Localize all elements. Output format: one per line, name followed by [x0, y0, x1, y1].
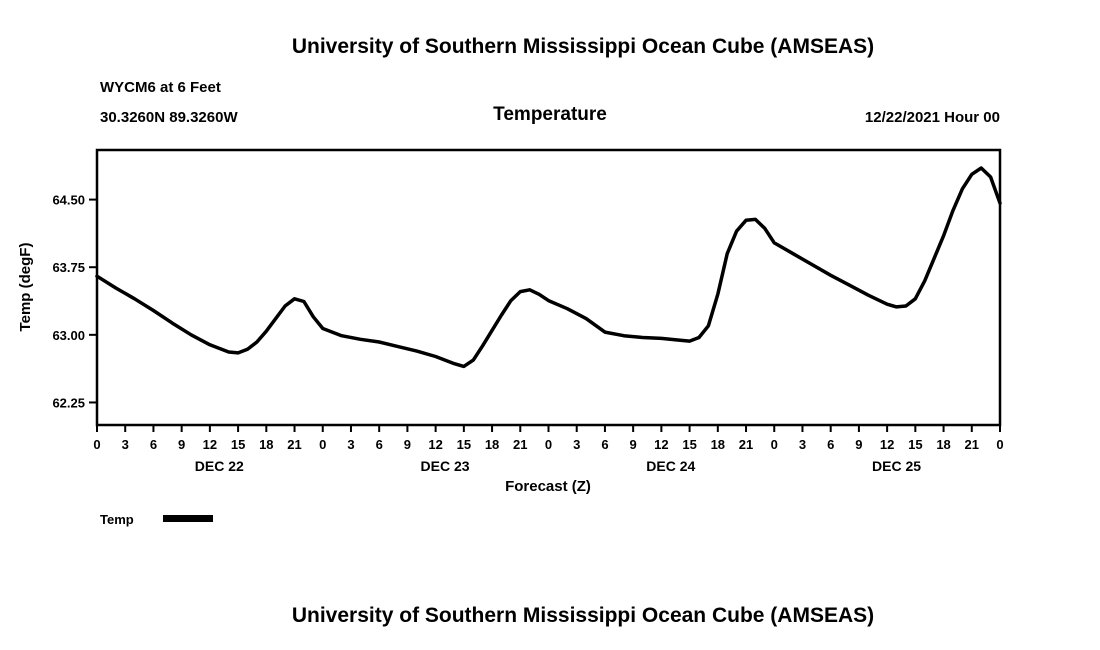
temp-series-line [95, 166, 1002, 369]
x-tick-label: 12 [654, 437, 668, 452]
x-tick-label: 6 [827, 437, 834, 452]
y-tick-label: 64.50 [52, 193, 85, 208]
x-tick-label: 18 [711, 437, 725, 452]
x-tick-label: 3 [573, 437, 580, 452]
day-label: DEC 22 [195, 458, 244, 474]
x-tick-label: 21 [513, 437, 527, 452]
x-tick-label: 6 [376, 437, 383, 452]
bottom-title: University of Southern Mississippi Ocean… [292, 604, 874, 627]
x-tick-label: 15 [908, 437, 922, 452]
y-axis-title: Temp (degF) [17, 243, 34, 332]
day-label: DEC 25 [872, 458, 921, 474]
x-tick-label: 0 [996, 437, 1003, 452]
main-title: University of Southern Mississippi Ocean… [292, 35, 874, 58]
x-tick-label: 21 [965, 437, 979, 452]
plot-frame [95, 148, 1002, 427]
x-tick-label: 6 [601, 437, 608, 452]
coordinates-label: 30.3260N 89.3260W [100, 109, 238, 126]
y-tick-label: 63.75 [52, 260, 85, 275]
y-tick-label: 62.25 [52, 395, 85, 410]
x-tick-label: 21 [739, 437, 753, 452]
x-tick-label: 9 [855, 437, 862, 452]
x-tick-label: 12 [880, 437, 894, 452]
x-tick-label: 15 [457, 437, 471, 452]
x-tick-label: 6 [150, 437, 157, 452]
x-tick-label: 18 [485, 437, 499, 452]
x-tick-label: 21 [287, 437, 301, 452]
x-tick-label: 0 [319, 437, 326, 452]
x-tick-label: 18 [259, 437, 273, 452]
day-label: DEC 24 [646, 458, 695, 474]
legend-line-swatch [163, 515, 213, 522]
x-tick-label: 3 [122, 437, 129, 452]
run-time-label: 12/22/2021 Hour 00 [865, 109, 1000, 126]
plot-area: 62.25 63.00 63.75 64.50 0 3 6 9 12 15 18 21 0 3 6 9 12 15… [52, 148, 1004, 474]
x-tick-label: 9 [178, 437, 185, 452]
y-tick-label: 63.00 [52, 328, 85, 343]
x-tick-label: 0 [545, 437, 552, 452]
x-tick-label: 12 [428, 437, 442, 452]
chart-title: Temperature [493, 104, 607, 125]
station-label: WYCM6 at 6 Feet [100, 79, 221, 96]
x-tick-label: 3 [347, 437, 354, 452]
x-tick-label: 9 [404, 437, 411, 452]
x-tick-label: 18 [936, 437, 950, 452]
x-tick-label: 15 [231, 437, 245, 452]
legend-label: Temp [100, 512, 134, 527]
day-label: DEC 23 [421, 458, 470, 474]
x-tick-label: 9 [630, 437, 637, 452]
x-tick-label: 12 [203, 437, 217, 452]
x-tick-label: 3 [799, 437, 806, 452]
x-axis-title: Forecast (Z) [505, 478, 591, 495]
x-tick-label: 0 [771, 437, 778, 452]
x-tick-label: 0 [93, 437, 100, 452]
x-tick-label: 15 [682, 437, 696, 452]
